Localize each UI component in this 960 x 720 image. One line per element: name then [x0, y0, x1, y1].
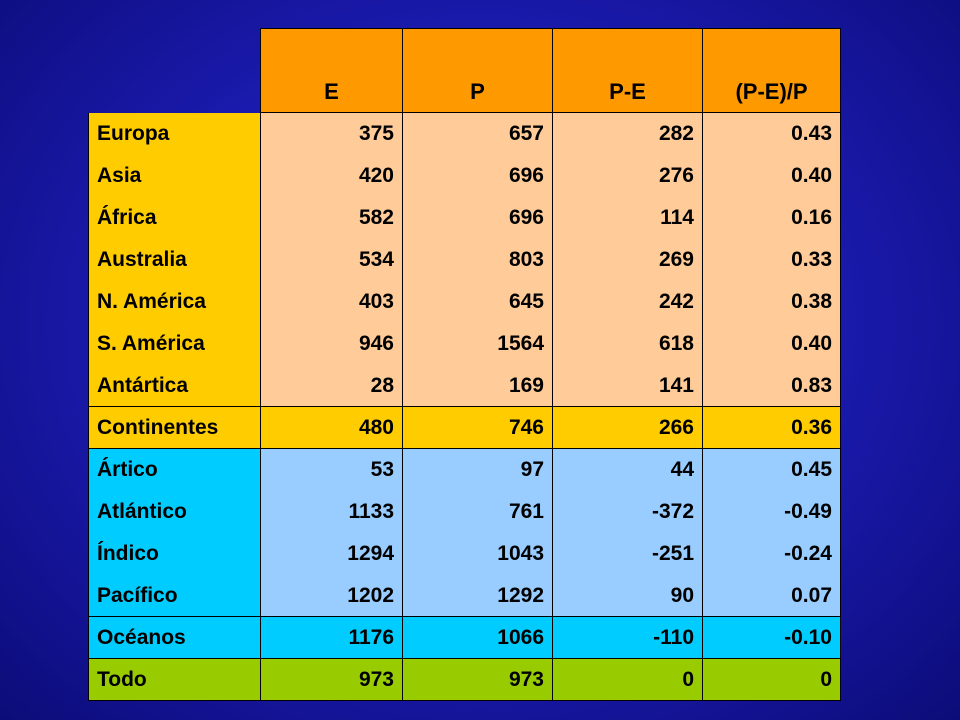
row-label: N. América	[88, 280, 261, 323]
row-label: Asia	[88, 154, 261, 197]
value-e: 53	[260, 448, 403, 491]
value-p: 97	[402, 448, 553, 491]
value-ratio: 0.07	[702, 574, 841, 617]
value-ratio: 0	[702, 658, 841, 701]
value-e: 1294	[260, 532, 403, 575]
table-row-africa: África 582 696 114 0.16	[88, 196, 841, 239]
value-e: 534	[260, 238, 403, 281]
value-ratio: 0.43	[702, 112, 841, 155]
value-p: 803	[402, 238, 553, 281]
value-p: 1564	[402, 322, 553, 365]
value-ratio: 0.40	[702, 322, 841, 365]
table-row-oceanos: Océanos 1176 1066 -110 -0.10	[88, 616, 841, 659]
row-label: Índico	[88, 532, 261, 575]
value-e: 420	[260, 154, 403, 197]
value-ratio: 0.40	[702, 154, 841, 197]
row-label: África	[88, 196, 261, 239]
value-p-minus-e: 44	[552, 448, 703, 491]
value-p-minus-e: 282	[552, 112, 703, 155]
value-ratio: 0.16	[702, 196, 841, 239]
row-label: Europa	[88, 112, 261, 155]
value-p-minus-e: -110	[552, 616, 703, 659]
row-label: Océanos	[88, 616, 261, 659]
value-p-minus-e: 114	[552, 196, 703, 239]
value-p: 169	[402, 364, 553, 407]
value-ratio: -0.10	[702, 616, 841, 659]
value-p-minus-e: 266	[552, 406, 703, 449]
row-label: Antártica	[88, 364, 261, 407]
header-ratio: (P-E)/P	[702, 28, 841, 113]
table-row-australia: Australia 534 803 269 0.33	[88, 238, 841, 281]
value-p-minus-e: 269	[552, 238, 703, 281]
table-row-europa: Europa 375 657 282 0.43	[88, 112, 841, 155]
table-row-pacifico: Pacífico 1202 1292 90 0.07	[88, 574, 841, 617]
row-label: S. América	[88, 322, 261, 365]
row-label: Ártico	[88, 448, 261, 491]
table-row-antartica: Antártica 28 169 141 0.83	[88, 364, 841, 407]
value-p: 645	[402, 280, 553, 323]
value-ratio: 0.33	[702, 238, 841, 281]
value-p: 696	[402, 196, 553, 239]
value-p: 761	[402, 490, 553, 533]
value-p: 1066	[402, 616, 553, 659]
table-row-s-america: S. América 946 1564 618 0.40	[88, 322, 841, 365]
value-p-minus-e: 141	[552, 364, 703, 407]
value-p: 657	[402, 112, 553, 155]
value-e: 28	[260, 364, 403, 407]
value-p: 1292	[402, 574, 553, 617]
value-p: 973	[402, 658, 553, 701]
value-p-minus-e: -251	[552, 532, 703, 575]
table-row-atlantico: Atlántico 1133 761 -372 -0.49	[88, 490, 841, 533]
corner-cell	[89, 29, 261, 113]
table-body: Europa 375 657 282 0.43 Asia 420 696 276 0.40 Áfri…	[88, 112, 841, 701]
water-balance-table: E P P-E (P-E)/P Europa 375 657 282 0.43 Asia 4…	[88, 28, 841, 701]
value-ratio: 0.83	[702, 364, 841, 407]
header-row: E P P-E (P-E)/P	[89, 28, 841, 113]
row-label: Australia	[88, 238, 261, 281]
value-p-minus-e: 276	[552, 154, 703, 197]
table-row-asia: Asia 420 696 276 0.40	[88, 154, 841, 197]
value-ratio: 0.45	[702, 448, 841, 491]
table-row-n-america: N. América 403 645 242 0.38	[88, 280, 841, 323]
value-e: 1176	[260, 616, 403, 659]
value-p: 746	[402, 406, 553, 449]
row-label: Continentes	[88, 406, 261, 449]
value-e: 582	[260, 196, 403, 239]
value-e: 1133	[260, 490, 403, 533]
header-e: E	[260, 28, 403, 113]
value-e: 946	[260, 322, 403, 365]
value-p-minus-e: 90	[552, 574, 703, 617]
value-ratio: 0.38	[702, 280, 841, 323]
table-row-artico: Ártico 53 97 44 0.45	[88, 448, 841, 491]
value-p-minus-e: 0	[552, 658, 703, 701]
value-e: 375	[260, 112, 403, 155]
value-e: 973	[260, 658, 403, 701]
value-p: 1043	[402, 532, 553, 575]
value-e: 1202	[260, 574, 403, 617]
value-ratio: -0.24	[702, 532, 841, 575]
header-p: P	[402, 28, 553, 113]
value-p-minus-e: 618	[552, 322, 703, 365]
value-p-minus-e: 242	[552, 280, 703, 323]
table-row-indico: Índico 1294 1043 -251 -0.24	[88, 532, 841, 575]
row-label: Pacífico	[88, 574, 261, 617]
value-e: 403	[260, 280, 403, 323]
value-p-minus-e: -372	[552, 490, 703, 533]
value-ratio: 0.36	[702, 406, 841, 449]
table-row-continentes: Continentes 480 746 266 0.36	[88, 406, 841, 449]
value-e: 480	[260, 406, 403, 449]
row-label: Todo	[88, 658, 261, 701]
value-p: 696	[402, 154, 553, 197]
row-label: Atlántico	[88, 490, 261, 533]
header-p-minus-e: P-E	[552, 28, 703, 113]
value-ratio: -0.49	[702, 490, 841, 533]
table-row-todo: Todo 973 973 0 0	[88, 658, 841, 701]
